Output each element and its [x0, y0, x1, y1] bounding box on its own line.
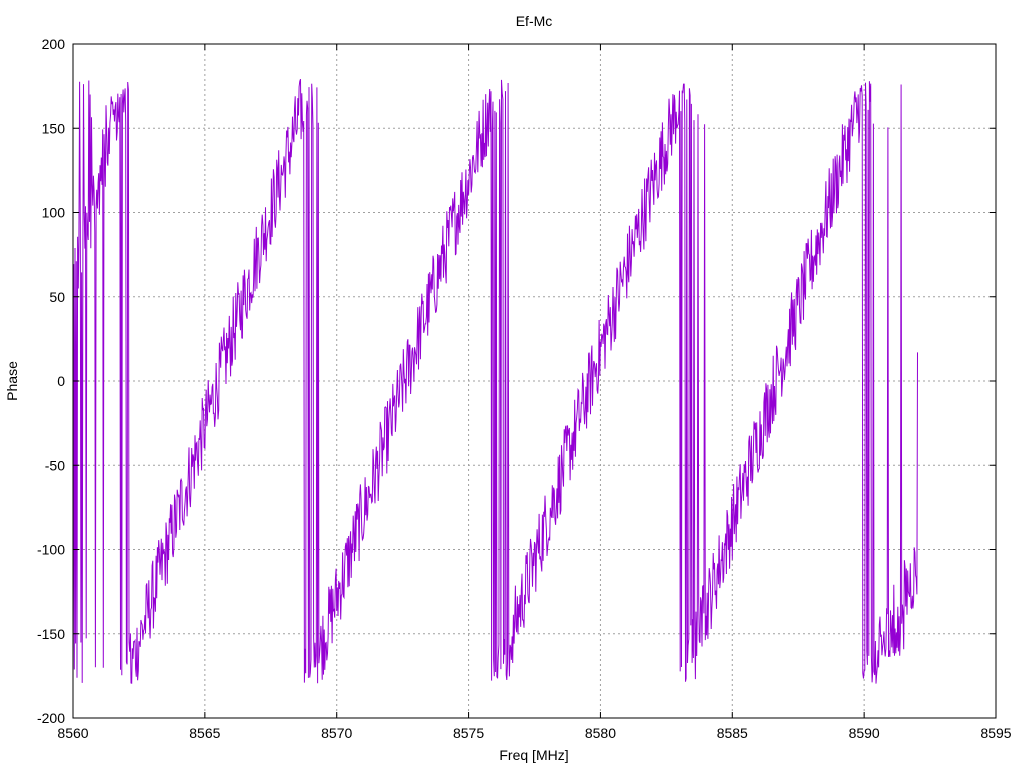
y-tick-label: 0 — [57, 373, 65, 389]
x-tick-label: 8595 — [980, 725, 1011, 741]
y-axis-ticks: -200 -150 -100 -50 0 50 100 150 200 — [37, 36, 996, 726]
series-line — [73, 78, 918, 685]
y-tick-label: -200 — [37, 710, 65, 726]
x-axis-title: Freq [MHz] — [499, 747, 568, 763]
x-axis-ticks: 8560 8565 8570 8575 8580 8585 8590 8595 — [57, 44, 1012, 741]
x-tick-label: 8565 — [189, 725, 220, 741]
x-tick-label: 8570 — [321, 725, 352, 741]
chart-title: Ef-Mc — [516, 13, 553, 29]
y-tick-label: 150 — [42, 120, 66, 136]
y-axis-title: Phase — [4, 361, 20, 401]
y-tick-label: -150 — [37, 626, 65, 642]
grid-lines — [73, 44, 996, 718]
plot-area — [73, 78, 918, 685]
x-tick-label: 8575 — [453, 725, 484, 741]
x-tick-label: 8580 — [585, 725, 616, 741]
y-tick-label: 50 — [49, 289, 65, 305]
y-tick-label: -50 — [45, 457, 65, 473]
y-tick-label: 200 — [42, 36, 66, 52]
x-tick-label: 8585 — [717, 725, 748, 741]
x-tick-label: 8590 — [849, 725, 880, 741]
y-tick-label: 100 — [42, 205, 66, 221]
x-tick-label: 8560 — [57, 725, 88, 741]
y-tick-label: -100 — [37, 542, 65, 558]
